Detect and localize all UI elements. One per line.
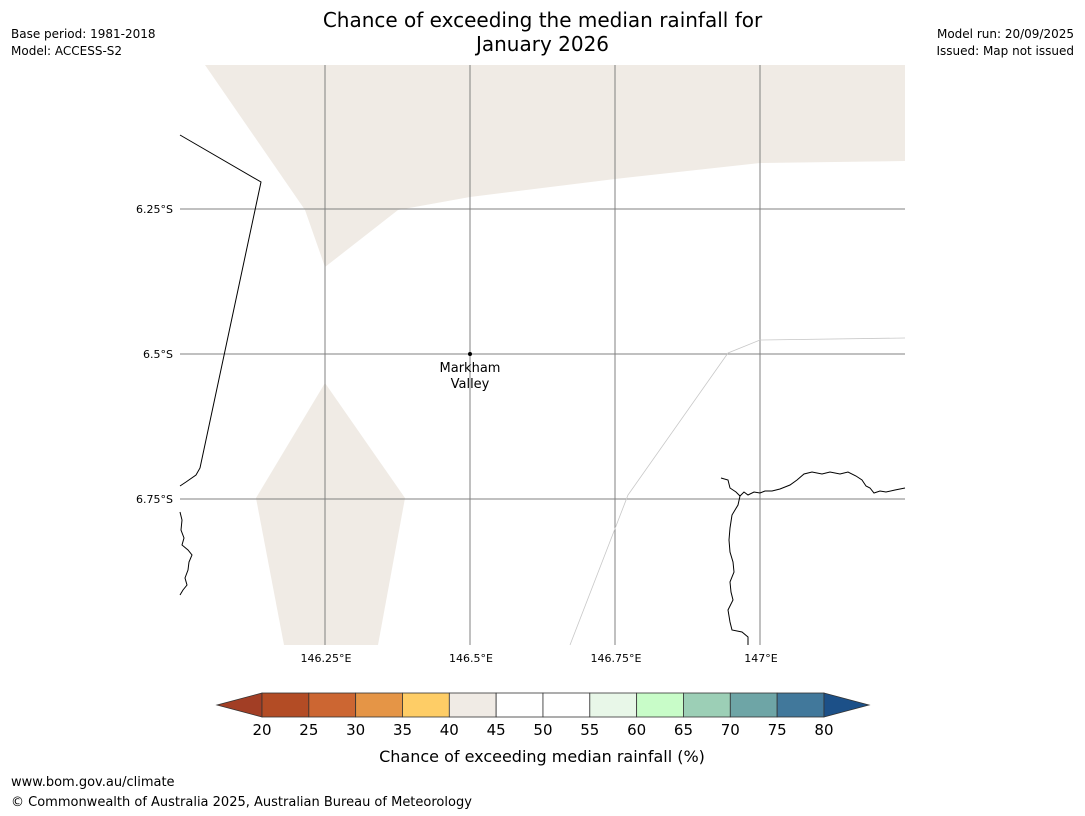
lat-label-6-5: 6.5°S bbox=[143, 348, 173, 361]
colorbar-bin-25-30 bbox=[308, 692, 357, 718]
lat-label-6-25: 6.25°S bbox=[136, 203, 173, 216]
colorbar: 20 25 30 35 40 45 50 55 60 65 70 75 80 bbox=[215, 692, 871, 739]
colorbar-bin-60-65 bbox=[636, 692, 684, 718]
colorbar-tick-40: 40 bbox=[440, 721, 459, 739]
colorbar-bin-35-40 bbox=[402, 692, 450, 718]
colorbar-tick-25: 25 bbox=[299, 721, 318, 739]
colorbar-bin-55-60 bbox=[589, 692, 638, 718]
colorbar-bin-75-80 bbox=[776, 692, 825, 718]
map-title: Chance of exceeding the median rainfall … bbox=[0, 8, 1085, 56]
colorbar-tick-20: 20 bbox=[252, 721, 271, 739]
latitude-labels: 6.25°S 6.5°S 6.75°S bbox=[136, 203, 173, 506]
colorbar-bin-65-70 bbox=[683, 692, 731, 718]
lon-label-146-5: 146.5°E bbox=[449, 652, 493, 665]
place-dot bbox=[468, 352, 472, 356]
longitude-labels: 146.25°E 146.5°E 146.75°E 147°E bbox=[301, 652, 778, 665]
border-line-west bbox=[179, 134, 262, 487]
coastline-layer bbox=[179, 134, 906, 645]
colorbar-bin-50-55 bbox=[542, 692, 591, 718]
province-boundary bbox=[569, 337, 906, 646]
title-line-1: Chance of exceeding the median rainfall … bbox=[322, 8, 763, 32]
title-line-2: January 2026 bbox=[475, 32, 610, 56]
meta-left: Base period: 1981-2018 Model: ACCESS-S2 bbox=[11, 26, 156, 60]
model-run: Model run: 20/09/2025 bbox=[936, 27, 1074, 41]
colorbar-bin-40-45 bbox=[448, 692, 497, 718]
colorbar-extend-low bbox=[215, 692, 263, 718]
coastline-east bbox=[720, 471, 906, 497]
shading-layer bbox=[205, 65, 905, 645]
colorbar-bin-70-75 bbox=[729, 692, 778, 718]
colorbar-tick-75: 75 bbox=[768, 721, 787, 739]
footer-copyright: © Commonwealth of Australia 2025, Austra… bbox=[11, 795, 472, 810]
lon-label-147: 147°E bbox=[744, 652, 777, 665]
colorbar-tick-50: 50 bbox=[533, 721, 552, 739]
colorbar-tick-30: 30 bbox=[346, 721, 365, 739]
shading-region-north bbox=[205, 65, 905, 267]
colorbar-bin-45-50 bbox=[495, 692, 544, 718]
lon-label-146-25: 146.25°E bbox=[301, 652, 352, 665]
colorbar-bin-20-25 bbox=[261, 692, 310, 718]
colorbar-bin-30-35 bbox=[355, 692, 403, 718]
colorbar-label: Chance of exceeding median rainfall (%) bbox=[379, 747, 705, 766]
place-name-line-1: Markham bbox=[440, 361, 501, 376]
footer-url: www.bom.gov.au/climate bbox=[11, 775, 175, 790]
colorbar-tick-70: 70 bbox=[721, 721, 740, 739]
colorbar-tick-65: 65 bbox=[674, 721, 693, 739]
coastline-west bbox=[179, 511, 193, 596]
graticule bbox=[180, 65, 905, 645]
colorbar-tick-45: 45 bbox=[487, 721, 506, 739]
lon-label-146-75: 146.75°E bbox=[591, 652, 642, 665]
lat-label-6-75: 6.75°S bbox=[136, 493, 173, 506]
base-period: Base period: 1981-2018 bbox=[11, 27, 156, 41]
colorbar-tick-55: 55 bbox=[580, 721, 599, 739]
coastline-huon bbox=[727, 495, 749, 645]
issued-status: Issued: Map not issued bbox=[936, 44, 1074, 58]
colorbar-extend-high bbox=[823, 692, 871, 718]
shading-region-south bbox=[256, 383, 405, 645]
colorbar-tick-35: 35 bbox=[393, 721, 412, 739]
place-name-line-2: Valley bbox=[451, 377, 490, 392]
colorbar-tick-60: 60 bbox=[627, 721, 646, 739]
meta-right: Model run: 20/09/2025 Issued: Map not is… bbox=[936, 26, 1074, 60]
model-name: Model: ACCESS-S2 bbox=[11, 44, 123, 58]
colorbar-tick-80: 80 bbox=[814, 721, 833, 739]
place-marker-markham-valley: Markham Valley bbox=[440, 352, 501, 392]
